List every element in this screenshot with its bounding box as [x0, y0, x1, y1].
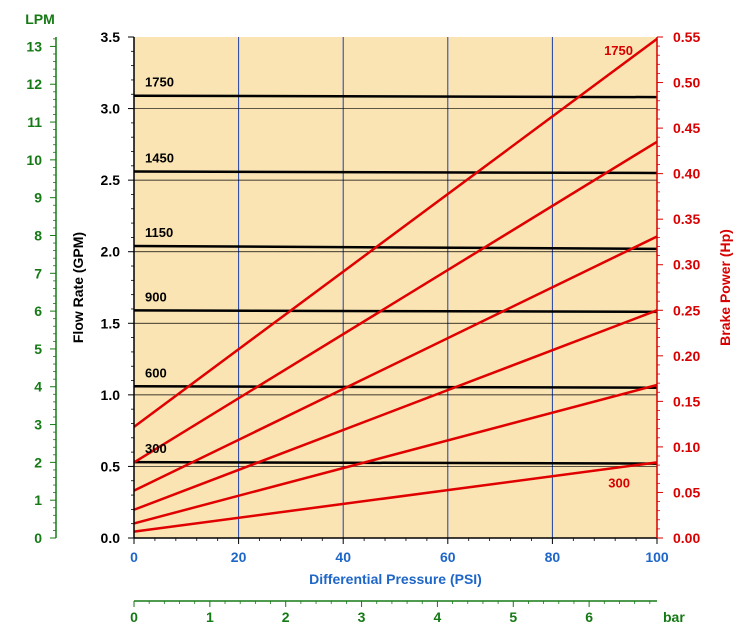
left-axis-tick-label: 3.0 — [101, 101, 121, 117]
left-axis-tick-label: 0.5 — [101, 458, 121, 474]
right-axis-tick-label: 0.15 — [673, 393, 700, 409]
lpm-axis-tick-label: 2 — [34, 454, 42, 470]
lpm-axis-tick-label: 1 — [34, 492, 42, 508]
left-axis-tick-label: 1.0 — [101, 387, 121, 403]
flow-line-label: 900 — [145, 289, 167, 304]
power-line — [133, 383, 658, 525]
axes: 0.0 0.5 1.0 1.5 2.0 2.5 3.0 3.5 Flow Rate (GPM) 0… — [25, 11, 733, 625]
lpm-axis-tick-label: 10 — [26, 152, 42, 168]
left-axis-tick-label: 2.5 — [101, 172, 121, 188]
flow-line-900 — [133, 309, 658, 314]
grid — [134, 37, 657, 538]
power-line — [133, 235, 658, 492]
flow-line-1150 — [133, 244, 658, 251]
right-axis-tick-label: 0.10 — [673, 439, 700, 455]
bottom-axis-tick-label: 100 — [645, 549, 669, 565]
right-axis-tick-label: 0.00 — [673, 530, 700, 546]
flow-line-label: 1450 — [145, 151, 174, 166]
bar-axis-tick-label: 3 — [358, 609, 366, 625]
flow-lines — [133, 94, 658, 465]
right-axis-tick-label: 0.55 — [673, 29, 700, 45]
lpm-axis-tick-label: 8 — [34, 227, 42, 243]
right-axis-tick-label: 0.25 — [673, 302, 700, 318]
right-axis-tick-label: 0.35 — [673, 211, 700, 227]
right-axis-tick-label: 0.20 — [673, 348, 700, 364]
bar-axis-tick-label: 6 — [585, 609, 593, 625]
bottom-axis-tick-label: 20 — [231, 549, 247, 565]
lpm-axis-tick-label: 4 — [34, 379, 42, 395]
lpm-axis-tick-label: 13 — [26, 38, 42, 54]
lpm-axis-tick-label: 0 — [34, 530, 42, 546]
left-axis-tick-label: 1.5 — [101, 315, 121, 331]
power-line — [133, 140, 658, 464]
bar-axis-title: bar — [663, 609, 685, 625]
right-axis-tick-label: 0.30 — [673, 257, 700, 273]
power-line — [133, 37, 658, 428]
bottom-axis-tick-label: 0 — [130, 549, 138, 565]
left-axis-tick-label: 2.0 — [101, 244, 121, 260]
lpm-axis-tick-label: 12 — [26, 76, 42, 92]
bar-axis-tick-label: 1 — [206, 609, 214, 625]
bar-axis-tick-label: 0 — [130, 609, 138, 625]
power-line — [133, 309, 658, 511]
bar-axis-tick-label: 5 — [509, 609, 517, 625]
power-line-label: 300 — [608, 475, 630, 490]
power-line-label: 1750 — [604, 43, 633, 58]
right-axis-title: Brake Power (Hp) — [717, 229, 733, 346]
power-line — [133, 461, 658, 533]
flow-line-label: 600 — [145, 365, 167, 380]
lpm-axis-tick-label: 6 — [34, 303, 42, 319]
flow-line-label: 300 — [145, 441, 167, 456]
bottom-axis-tick-label: 60 — [440, 549, 456, 565]
bottom-axis-title: Differential Pressure (PSI) — [309, 571, 482, 587]
flow-line-label: 1150 — [145, 225, 173, 240]
left-axis-tick-label: 3.5 — [101, 29, 121, 45]
labels: 1750 1450 1150 900 600 300 1750 300 — [145, 43, 633, 491]
flow-line-1750 — [133, 94, 658, 99]
flow-line-600 — [133, 385, 658, 389]
right-axis-tick-label: 0.50 — [673, 75, 700, 91]
lpm-axis-tick-label: 3 — [34, 417, 42, 433]
flow-line-1450 — [133, 170, 658, 175]
bottom-axis-tick-label: 40 — [335, 549, 351, 565]
bar-axis-tick-label: 2 — [282, 609, 290, 625]
lpm-axis-tick-label: 9 — [34, 190, 42, 206]
bar-axis-tick-label: 4 — [434, 609, 442, 625]
lpm-axis-tick-label: 5 — [34, 341, 42, 357]
lpm-axis-tick-label: 11 — [27, 114, 42, 130]
right-axis-tick-label: 0.45 — [673, 120, 700, 136]
power-lines — [133, 37, 658, 533]
right-axis-tick-label: 0.40 — [673, 166, 700, 182]
bottom-axis-tick-label: 80 — [545, 549, 561, 565]
lpm-axis-title: LPM — [25, 11, 55, 27]
left-axis-title: Flow Rate (GPM) — [70, 232, 86, 343]
lpm-axis-tick-label: 7 — [34, 265, 42, 281]
left-axis-tick-label: 0.0 — [101, 530, 121, 546]
flow-line-label: 1750 — [145, 75, 174, 90]
flow-line-300 — [133, 460, 658, 465]
right-axis-tick-label: 0.05 — [673, 484, 700, 500]
